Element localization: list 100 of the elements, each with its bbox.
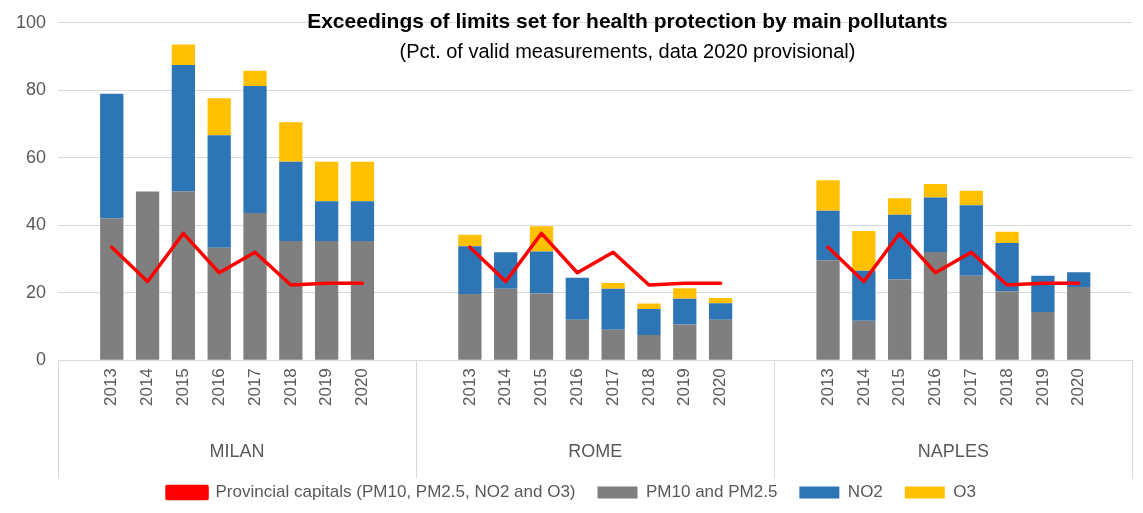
x-tick-label: 2017 bbox=[244, 368, 264, 407]
x-tick-label: 2014 bbox=[137, 368, 157, 407]
bar bbox=[708, 303, 733, 320]
bar bbox=[888, 198, 912, 215]
legend-label: NO2 bbox=[847, 482, 883, 502]
bar bbox=[852, 320, 876, 360]
x-tick-label: 2015 bbox=[531, 368, 551, 407]
x-tick-label: 2018 bbox=[638, 368, 658, 407]
bar bbox=[135, 191, 160, 360]
bar bbox=[279, 122, 303, 162]
bar bbox=[565, 319, 589, 360]
y-tick-label: 20 bbox=[26, 281, 47, 302]
bar bbox=[852, 270, 876, 321]
bar bbox=[171, 191, 196, 360]
bar bbox=[565, 277, 589, 320]
text: ROME bbox=[568, 441, 623, 462]
y-tick-label: 80 bbox=[26, 79, 47, 100]
bar bbox=[959, 275, 983, 360]
bar bbox=[959, 190, 983, 206]
y-tick-label: 0 bbox=[36, 349, 47, 370]
x-tick-label: 2018 bbox=[280, 368, 300, 407]
x-tick-label: 2013 bbox=[101, 368, 121, 407]
chart-title: Exceedings of limits set for health protection by main pollutants bbox=[307, 8, 948, 32]
y-tick-label: 40 bbox=[26, 214, 47, 235]
bar bbox=[601, 288, 625, 330]
x-tick-label: 2017 bbox=[602, 368, 622, 407]
bar bbox=[673, 288, 697, 299]
x-tick-label: 2020 bbox=[1068, 368, 1088, 407]
text: (Pct. of valid measurements, data 2020 provisional) bbox=[399, 39, 856, 62]
bar bbox=[888, 214, 912, 280]
x-tick-label: 2020 bbox=[352, 368, 372, 407]
bar bbox=[529, 293, 554, 360]
x-tick-label: 2015 bbox=[889, 368, 909, 407]
y-tick-label: 100 bbox=[15, 11, 47, 32]
text: NAPLES bbox=[917, 441, 989, 462]
bar bbox=[100, 93, 124, 219]
legend-label: PM10 and PM2.5 bbox=[646, 482, 778, 502]
bar bbox=[100, 218, 124, 360]
bar bbox=[315, 201, 339, 242]
bar bbox=[852, 230, 876, 271]
bar bbox=[279, 241, 303, 360]
bar bbox=[923, 251, 948, 360]
bar bbox=[995, 243, 1019, 292]
bar bbox=[995, 291, 1019, 360]
bar bbox=[673, 324, 697, 360]
bar bbox=[315, 241, 339, 360]
legend-label: Provincial capitals (PM10, PM2.5, NO2 and O3) bbox=[215, 482, 576, 502]
bar bbox=[315, 161, 339, 202]
bar bbox=[243, 213, 267, 360]
x-tick-label: 2014 bbox=[853, 368, 873, 407]
bar bbox=[529, 251, 554, 294]
bar bbox=[279, 161, 303, 242]
x-tick-label: 2018 bbox=[996, 368, 1016, 407]
bar bbox=[350, 161, 375, 202]
bar bbox=[673, 298, 697, 325]
bar bbox=[959, 205, 983, 276]
x-tick-label: 2016 bbox=[567, 368, 587, 407]
x-tick-label: 2013 bbox=[459, 368, 479, 407]
bar bbox=[458, 234, 482, 247]
bar bbox=[637, 308, 661, 335]
x-tick-label: 2014 bbox=[495, 368, 515, 407]
bar bbox=[708, 298, 733, 304]
bar bbox=[458, 246, 482, 295]
x-tick-label: 2019 bbox=[1032, 368, 1052, 407]
x-tick-label: 2016 bbox=[925, 368, 945, 407]
bar bbox=[923, 184, 948, 198]
bar bbox=[171, 44, 196, 65]
bar bbox=[923, 197, 948, 252]
x-tick-label: 2016 bbox=[208, 368, 228, 407]
bar bbox=[637, 303, 661, 309]
bar bbox=[995, 231, 1019, 244]
y-tick-label: 60 bbox=[26, 146, 47, 167]
bar bbox=[1031, 275, 1055, 312]
bar bbox=[816, 180, 840, 211]
bar bbox=[243, 85, 267, 214]
bar bbox=[207, 135, 231, 248]
bar bbox=[601, 282, 625, 289]
bar bbox=[494, 288, 518, 360]
x-tick-label: 2015 bbox=[173, 368, 193, 407]
bar bbox=[350, 201, 375, 242]
x-tick-label: 2019 bbox=[674, 368, 694, 407]
bar bbox=[1067, 286, 1091, 360]
bar bbox=[816, 210, 840, 261]
bar bbox=[171, 64, 196, 192]
text: MILAN bbox=[209, 441, 265, 462]
bar bbox=[888, 279, 912, 360]
bar bbox=[458, 294, 482, 360]
x-tick-label: 2020 bbox=[710, 368, 730, 407]
bar bbox=[708, 319, 733, 360]
bar bbox=[1031, 311, 1055, 360]
bar bbox=[601, 329, 625, 360]
bar bbox=[816, 260, 840, 360]
legend-label: O3 bbox=[953, 482, 976, 502]
bar bbox=[207, 247, 231, 360]
x-tick-label: 2013 bbox=[817, 368, 837, 407]
bar bbox=[637, 334, 661, 360]
x-tick-label: 2019 bbox=[316, 368, 336, 407]
bar bbox=[243, 70, 267, 86]
bar bbox=[350, 241, 375, 360]
x-tick-label: 2017 bbox=[960, 368, 980, 407]
